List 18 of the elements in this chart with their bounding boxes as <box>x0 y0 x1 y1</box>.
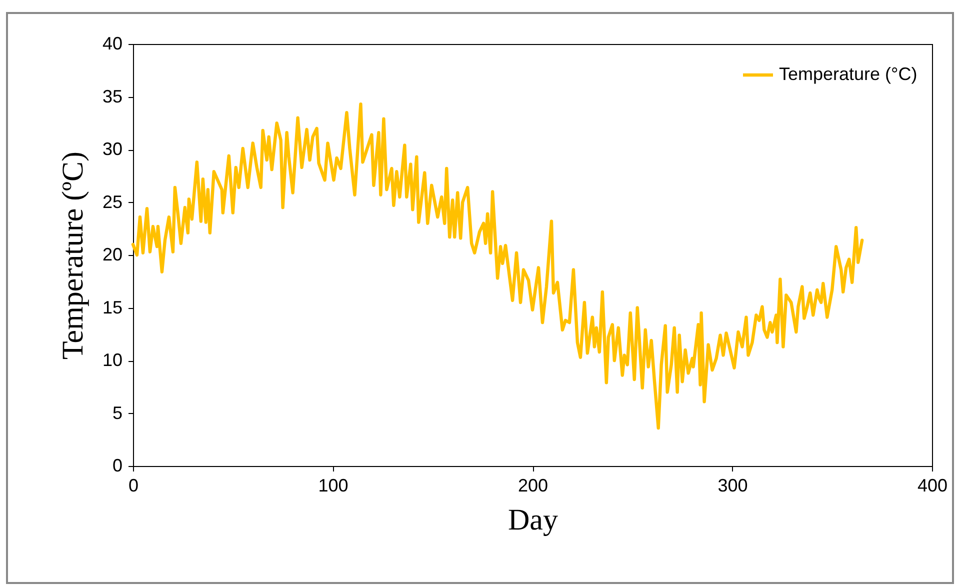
x-axis-title: Day <box>508 504 558 536</box>
y-tick-label: 0 <box>112 456 122 476</box>
y-tick-label: 5 <box>112 402 122 423</box>
x-tick-label: 300 <box>718 476 748 496</box>
x-tick-label: 400 <box>917 476 948 496</box>
x-tick-label: 100 <box>318 476 348 496</box>
y-tick-label: 30 <box>102 139 122 159</box>
y-tick-label: 15 <box>102 297 122 318</box>
y-axis-title: Temperature (ºC) <box>56 152 90 360</box>
line-series <box>131 102 864 430</box>
y-tick-label: 10 <box>102 350 122 370</box>
x-tick-label: 200 <box>518 476 548 496</box>
y-tick-label: 25 <box>102 192 122 212</box>
y-tick-label: 20 <box>102 244 122 264</box>
y-tick-label: 40 <box>102 34 122 54</box>
legend-label: Temperature (°C) <box>779 64 918 84</box>
x-tick-label: 0 <box>128 476 139 496</box>
y-tick-label: 35 <box>102 86 122 106</box>
